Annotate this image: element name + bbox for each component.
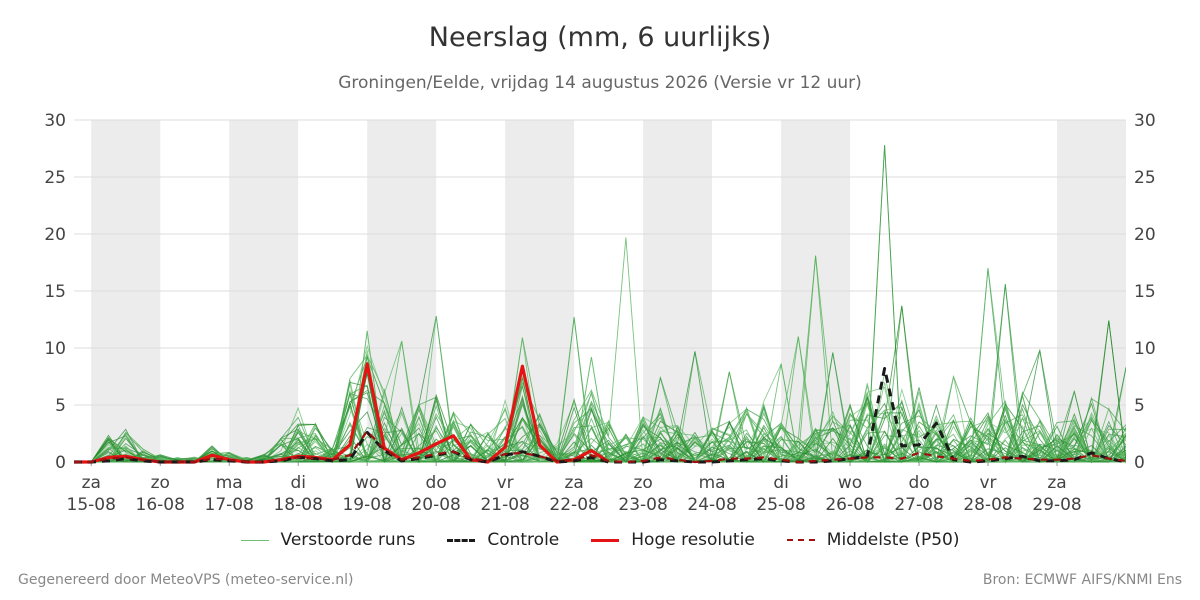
x-tick-date: 26-08 <box>825 495 874 515</box>
x-tick-date: 29-08 <box>1032 495 1081 515</box>
x-tick-day: za <box>82 473 101 493</box>
x-tick-date: 23-08 <box>618 495 667 515</box>
x-tick-date: 17-08 <box>205 495 254 515</box>
chart-legend: Verstoorde runs Controle Hoge resolutie … <box>0 530 1200 550</box>
x-tick-date: 16-08 <box>136 495 185 515</box>
x-tick-date: 20-08 <box>411 495 460 515</box>
x-tick-date: 18-08 <box>273 495 322 515</box>
x-tick-date: 24-08 <box>687 495 736 515</box>
x-tick-date: 28-08 <box>963 495 1012 515</box>
legend-label-controle: Controle <box>487 530 560 550</box>
y-tick-label-left: 0 <box>55 453 66 473</box>
legend-label-hoge: Hoge resolutie <box>631 530 755 550</box>
y-tick-label-right: 10 <box>1134 339 1156 359</box>
x-tick-day: di <box>773 473 789 493</box>
x-tick-date: 19-08 <box>342 495 391 515</box>
legend-item-controle: Controle <box>447 530 559 550</box>
x-tick-day: zo <box>633 473 652 493</box>
y-tick-label-left: 30 <box>44 111 66 131</box>
x-tick-day: wo <box>838 473 862 493</box>
y-tick-label-left: 5 <box>55 396 66 416</box>
x-tick-day: wo <box>355 473 379 493</box>
x-tick-day: ma <box>216 473 243 493</box>
y-tick-label-left: 25 <box>44 168 66 188</box>
legend-item-mediaan: Middelste (P50) <box>786 530 960 550</box>
ensemble-run-line <box>74 371 1126 463</box>
page-title: Neerslag (mm, 6 uurlijks) <box>428 22 772 53</box>
legend-swatch-hoge <box>591 538 620 542</box>
ensemble-run-line <box>74 372 1126 464</box>
x-tick-day: za <box>1047 473 1066 493</box>
x-tick-day: za <box>564 473 583 493</box>
x-tick-day: do <box>426 473 447 493</box>
x-tick-date: 27-08 <box>894 495 943 515</box>
page-subtitle: Groningen/Eelde, vrijdag 14 augustus 202… <box>338 73 862 93</box>
plot-area <box>74 145 1126 464</box>
x-tick-day: zo <box>151 473 170 493</box>
x-tick-date: 22-08 <box>549 495 598 515</box>
y-tick-label-right: 15 <box>1134 282 1156 302</box>
x-tick-date: 21-08 <box>480 495 529 515</box>
y-tick-label-left: 20 <box>44 225 66 245</box>
x-tick-day: vr <box>497 473 514 493</box>
legend-label-mediaan: Middelste (P50) <box>826 530 960 550</box>
footer-generated-by: Gegenereerd door MeteoVPS (meteo-service… <box>18 572 354 588</box>
legend-item-hoge: Hoge resolutie <box>591 530 755 550</box>
legend-label-ensemble: Verstoorde runs <box>280 530 416 550</box>
y-tick-label-right: 30 <box>1134 111 1156 131</box>
x-tick-date: 25-08 <box>756 495 805 515</box>
y-tick-label-right: 0 <box>1134 453 1145 473</box>
x-tick-day: do <box>908 473 929 493</box>
y-tick-label-right: 5 <box>1134 396 1145 416</box>
footer-source: Bron: ECMWF AIFS/KNMI Ens <box>982 572 1182 588</box>
x-tick-day: vr <box>980 473 997 493</box>
legend-swatch-controle <box>447 538 476 542</box>
legend-item-ensemble: Verstoorde runs <box>240 530 416 550</box>
series-line-controle <box>74 367 1126 464</box>
y-tick-label-right: 25 <box>1134 168 1156 188</box>
y-tick-label-left: 10 <box>44 339 66 359</box>
x-tick-day: di <box>290 473 306 493</box>
x-tick-day: ma <box>699 473 726 493</box>
x-tick-date: 15-08 <box>67 495 116 515</box>
y-tick-label-left: 15 <box>44 282 66 302</box>
y-tick-label-right: 20 <box>1134 225 1156 245</box>
legend-swatch-ensemble <box>240 539 269 541</box>
legend-swatch-mediaan <box>786 539 815 541</box>
